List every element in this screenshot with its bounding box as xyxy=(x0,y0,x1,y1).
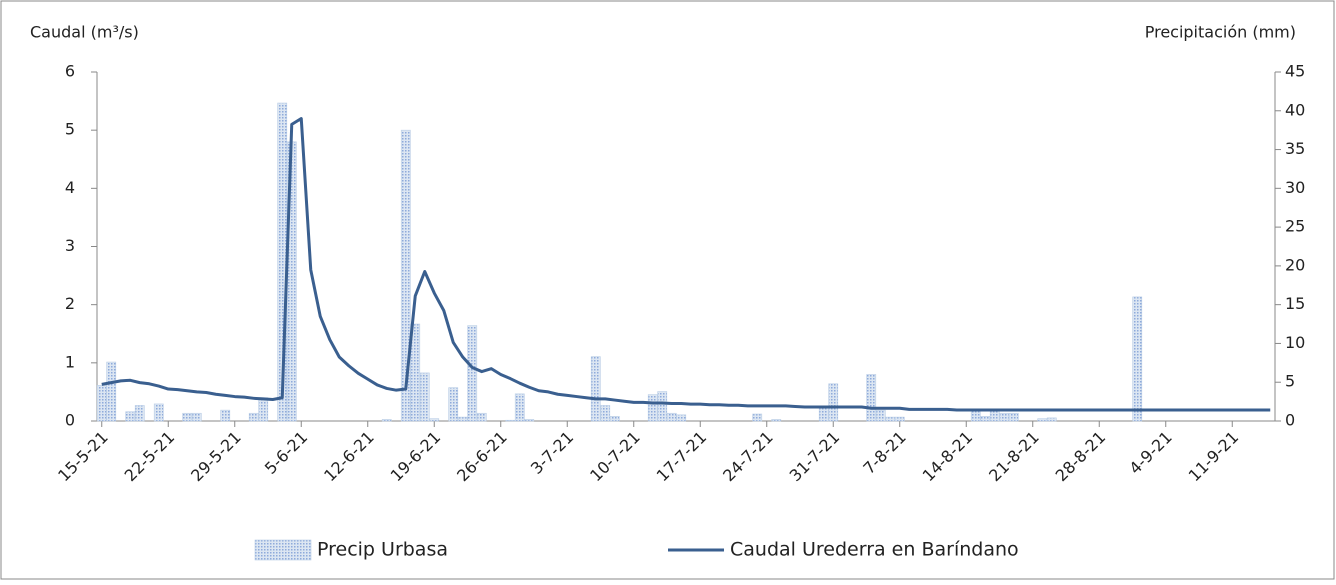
bar xyxy=(999,412,1010,422)
bar xyxy=(666,412,677,422)
y2-tick-label: 20 xyxy=(1285,255,1305,274)
legend-swatch xyxy=(254,539,312,561)
y2-tick-label: 15 xyxy=(1285,294,1305,313)
bar xyxy=(676,414,687,422)
y-tick-label: 4 xyxy=(65,178,75,197)
y2-tick-label: 40 xyxy=(1285,100,1305,119)
y-tick-label: 0 xyxy=(65,411,75,430)
bar xyxy=(258,397,269,422)
bar xyxy=(970,409,981,422)
bar xyxy=(381,419,392,422)
bar xyxy=(647,394,658,422)
bar xyxy=(410,323,421,422)
y2-tick-label: 35 xyxy=(1285,139,1305,158)
bar xyxy=(609,416,620,422)
line xyxy=(101,117,1271,412)
bar xyxy=(125,411,136,422)
bar xyxy=(191,412,202,422)
legend-label: Precip Urbasa xyxy=(317,539,448,561)
bar xyxy=(894,416,905,422)
bar xyxy=(1008,412,1019,422)
bar xyxy=(505,419,516,422)
bar xyxy=(875,409,886,422)
y2-tick-label: 0 xyxy=(1285,411,1295,430)
y-tick-label: 1 xyxy=(65,352,75,371)
bar xyxy=(1132,296,1143,422)
legend-label: Caudal Urederra en Baríndano xyxy=(730,539,1019,561)
y-tick-label: 6 xyxy=(65,62,75,81)
bar xyxy=(248,412,259,422)
bar xyxy=(476,412,487,422)
bar xyxy=(106,361,117,422)
y2-tick-label: 10 xyxy=(1285,333,1305,352)
bar xyxy=(220,409,231,422)
bar xyxy=(980,416,991,422)
bar xyxy=(419,372,430,422)
bar xyxy=(752,413,763,422)
bar xyxy=(771,419,782,422)
bar xyxy=(448,387,459,422)
bar xyxy=(134,405,145,422)
bar xyxy=(524,419,535,422)
y2-tick-label: 30 xyxy=(1285,178,1305,197)
bar xyxy=(514,393,525,422)
bar xyxy=(989,409,1000,422)
bar xyxy=(96,385,107,422)
y2-axis-label: Precipitación (mm) xyxy=(1145,23,1296,42)
y-tick-label: 5 xyxy=(65,120,75,139)
bar xyxy=(590,356,601,422)
y2-tick-label: 25 xyxy=(1285,217,1305,236)
bar xyxy=(866,374,877,422)
bar xyxy=(818,406,829,422)
bar xyxy=(1037,418,1048,422)
bar xyxy=(429,418,440,422)
bar xyxy=(600,405,611,422)
bar xyxy=(182,412,193,422)
y-axis-label: Caudal (m³/s) xyxy=(30,23,139,42)
y-tick-label: 2 xyxy=(65,294,75,313)
bar xyxy=(828,383,839,422)
bar xyxy=(400,129,411,422)
bar xyxy=(885,416,896,422)
bar xyxy=(457,416,468,422)
bar xyxy=(1046,417,1057,422)
bar xyxy=(153,403,164,422)
bar xyxy=(657,391,668,422)
y2-tick-label: 5 xyxy=(1285,372,1295,391)
y2-tick-label: 45 xyxy=(1285,62,1305,81)
y-tick-label: 3 xyxy=(65,236,75,255)
bar xyxy=(467,325,478,422)
